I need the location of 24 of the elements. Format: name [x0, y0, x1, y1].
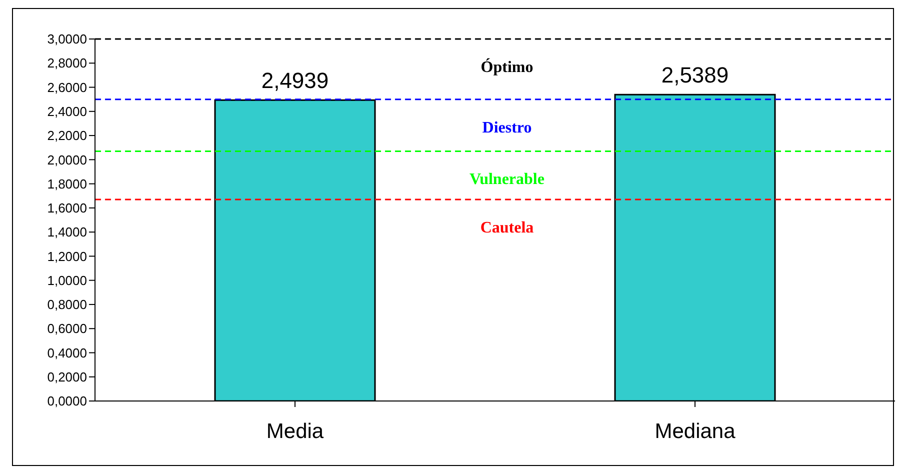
- x-tick-label: Media: [266, 420, 324, 443]
- y-tick-label: 2,0000: [47, 152, 87, 168]
- x-tick-label: Mediana: [654, 420, 736, 443]
- y-tick-label: 2,4000: [47, 104, 87, 120]
- y-tick-label: 0,0000: [47, 394, 87, 409]
- data-label: 2,4939: [261, 68, 329, 94]
- ref-line-label: Vulnerable: [470, 171, 544, 188]
- y-tick-label: 1,2000: [47, 248, 87, 264]
- y-tick-label: 0,6000: [47, 321, 87, 336]
- y-tick-label: 2,6000: [47, 80, 87, 95]
- y-tick-label: 0,4000: [47, 345, 87, 360]
- y-tick-label: 2,2000: [47, 128, 87, 144]
- data-label: 2,5389: [661, 62, 729, 88]
- ref-line-label: Diestro: [482, 119, 532, 136]
- y-tick-label: 2,8000: [47, 56, 87, 71]
- y-tick-label: 1,4000: [47, 224, 87, 240]
- y-tick-label: 0,8000: [47, 297, 87, 312]
- y-tick-label: 3,0000: [47, 32, 87, 47]
- y-tick-label: 1,6000: [47, 200, 87, 216]
- y-tick-label: 1,8000: [47, 176, 87, 192]
- ref-line-label: Cautela: [480, 219, 534, 236]
- ref-line-label: Óptimo: [480, 58, 534, 76]
- y-tick-label: 1,0000: [47, 272, 87, 288]
- y-tick-label: 0,2000: [47, 369, 87, 384]
